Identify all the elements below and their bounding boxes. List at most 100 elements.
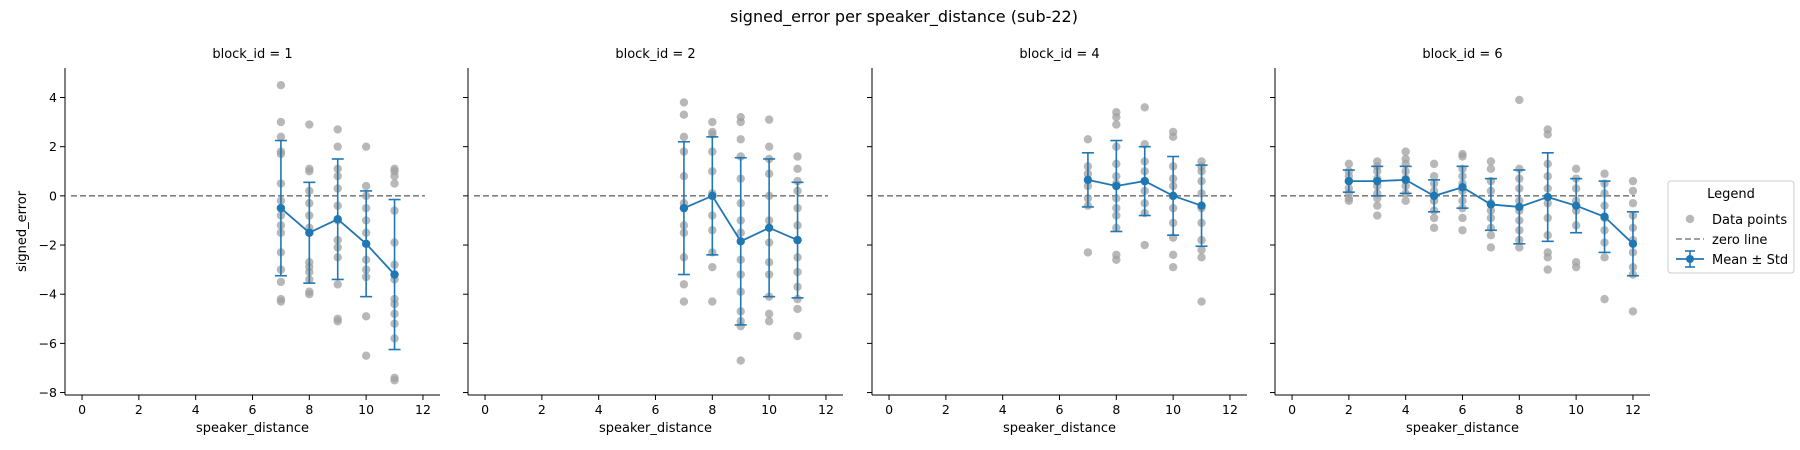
x-tick-label: 10 bbox=[1165, 402, 1181, 417]
data-point bbox=[1429, 171, 1439, 181]
x-tick-label: 8 bbox=[1515, 402, 1523, 417]
data-point bbox=[1600, 253, 1609, 262]
chart-title: signed_error per speaker_distance (sub-2… bbox=[730, 7, 1078, 27]
data-point bbox=[679, 110, 689, 119]
data-point bbox=[1458, 226, 1467, 235]
x-tick-label: 4 bbox=[595, 402, 603, 417]
data-point bbox=[1168, 262, 1178, 272]
data-point bbox=[276, 81, 286, 90]
data-point bbox=[1628, 176, 1638, 186]
data-point bbox=[793, 304, 802, 314]
data-point bbox=[390, 376, 399, 385]
data-point bbox=[1429, 213, 1439, 223]
data-point bbox=[679, 98, 689, 107]
mean-point bbox=[1628, 239, 1638, 248]
legend-label: zero line bbox=[1712, 233, 1767, 248]
data-point bbox=[793, 176, 802, 186]
data-point bbox=[276, 277, 286, 287]
data-point bbox=[333, 142, 342, 151]
legend-marker-mean-point bbox=[1686, 255, 1694, 263]
data-point bbox=[1401, 196, 1410, 205]
data-point bbox=[1083, 135, 1093, 144]
data-point bbox=[1628, 199, 1638, 208]
data-point bbox=[1197, 297, 1206, 306]
data-point bbox=[333, 317, 342, 326]
data-point bbox=[333, 280, 342, 289]
data-point bbox=[305, 167, 314, 176]
x-tick-label: 8 bbox=[708, 402, 716, 417]
x-tick-label: 12 bbox=[1625, 402, 1641, 417]
x-tick-label: 8 bbox=[1112, 402, 1120, 417]
data-point bbox=[679, 280, 689, 289]
data-point bbox=[1140, 240, 1149, 250]
mean-point bbox=[764, 223, 774, 233]
data-point bbox=[276, 117, 286, 127]
mean-point bbox=[390, 270, 399, 279]
data-point bbox=[1600, 169, 1609, 178]
data-point bbox=[1112, 255, 1121, 264]
x-tick-label: 4 bbox=[999, 402, 1007, 417]
x-tick-label: 0 bbox=[885, 402, 893, 417]
x-tick-label: 0 bbox=[1288, 402, 1296, 417]
x-tick-label: 2 bbox=[135, 402, 143, 417]
x-tick-label: 12 bbox=[1222, 402, 1238, 417]
mean-point bbox=[333, 215, 342, 224]
data-point bbox=[764, 142, 774, 151]
data-point bbox=[1197, 253, 1206, 262]
mean-point bbox=[1401, 175, 1410, 185]
data-point bbox=[708, 262, 717, 272]
data-point bbox=[361, 351, 371, 360]
data-point bbox=[1168, 250, 1178, 260]
legend-label: Data points bbox=[1712, 213, 1787, 228]
data-point bbox=[1543, 253, 1552, 262]
data-point bbox=[276, 132, 286, 142]
facet-panel-4: block_id = 6 0 2 4 6 8 10 12 speaker_distance bbox=[1270, 47, 1650, 436]
legend-frame bbox=[1667, 180, 1795, 274]
x-axis-label: speaker_distance bbox=[1406, 421, 1519, 436]
x-axis-label: speaker_distance bbox=[1003, 421, 1116, 436]
data-point bbox=[1571, 164, 1581, 174]
x-axis-label: speaker_distance bbox=[196, 421, 309, 436]
data-point bbox=[1515, 164, 1524, 174]
data-point bbox=[1458, 213, 1467, 223]
facet-panel-3: block_id = 4 0 2 4 6 8 10 12 speaker_distance bbox=[867, 47, 1247, 436]
facet-panel-2: block_id = 2 0 2 4 6 8 10 12 speaker_distance bbox=[463, 47, 843, 436]
mean-point bbox=[1486, 200, 1496, 209]
x-tick-label: 2 bbox=[1345, 402, 1353, 417]
y-tick-label: −6 bbox=[39, 336, 57, 351]
mean-point bbox=[305, 228, 314, 237]
x-tick-label: 8 bbox=[305, 402, 313, 417]
data-point bbox=[1373, 211, 1382, 220]
data-point bbox=[1344, 196, 1354, 205]
y-tick-label: −8 bbox=[39, 385, 57, 400]
y-tick-label: 2 bbox=[49, 139, 57, 154]
mean-point bbox=[1083, 175, 1093, 185]
legend-title: Legend bbox=[1707, 187, 1755, 202]
data-point bbox=[679, 297, 689, 306]
data-point bbox=[361, 181, 371, 191]
data-point bbox=[1458, 152, 1467, 161]
mean-point bbox=[361, 239, 371, 248]
data-point bbox=[1112, 112, 1121, 122]
mean-std-group bbox=[274, 139, 401, 351]
panel-title: block_id = 4 bbox=[1019, 47, 1099, 62]
data-point bbox=[333, 125, 342, 134]
data-point bbox=[1600, 294, 1609, 304]
y-tick-label: 4 bbox=[49, 90, 57, 105]
data-point bbox=[1515, 95, 1524, 105]
legend-label: Mean ± Std bbox=[1712, 253, 1788, 268]
x-tick-label: 2 bbox=[942, 402, 950, 417]
data-point bbox=[1486, 243, 1496, 252]
data-point bbox=[793, 164, 802, 174]
data-point bbox=[276, 297, 286, 306]
data-point bbox=[764, 115, 774, 124]
data-point bbox=[1486, 230, 1496, 240]
data-point bbox=[1571, 262, 1581, 272]
data-point bbox=[1429, 223, 1439, 233]
mean-std-group bbox=[1081, 139, 1208, 248]
mean-point bbox=[736, 237, 745, 246]
data-point bbox=[1197, 245, 1206, 255]
data-point bbox=[1543, 130, 1552, 139]
mean-point bbox=[1429, 191, 1439, 201]
x-tick-label: 6 bbox=[1459, 402, 1467, 417]
